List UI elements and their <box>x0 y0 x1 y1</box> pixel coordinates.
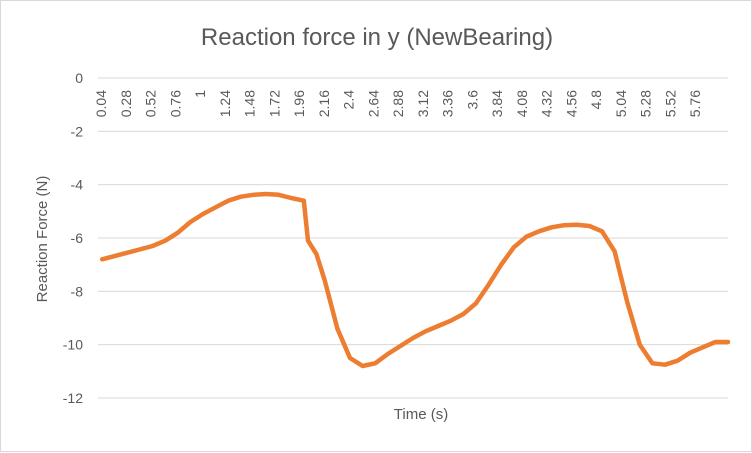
x-tick-label: 5.04 <box>613 90 629 117</box>
y-axis-title: Reaction Force (N) <box>34 176 51 303</box>
y-tick-label: -2 <box>71 123 84 139</box>
gridlines <box>98 77 728 399</box>
x-tick-label: 4.8 <box>588 90 604 110</box>
x-tick-label: 1.72 <box>266 90 282 117</box>
x-tick-label: 1.96 <box>291 90 307 117</box>
x-tick-label: 5.28 <box>638 90 654 117</box>
y-tick-labels: 0 -2 -4 -6 -8 -10 -12 <box>63 70 83 406</box>
x-tick-label: 3.36 <box>440 90 456 117</box>
y-tick-label: -10 <box>63 337 83 353</box>
x-axis-title: Time (s) <box>394 406 448 423</box>
series-group <box>99 191 731 369</box>
x-tick-label: 0.52 <box>143 90 159 117</box>
x-tick-label: 4.32 <box>539 90 555 117</box>
x-tick-label: 4.08 <box>514 90 530 117</box>
y-tick-label: -12 <box>63 390 83 406</box>
x-tick-label: 2.16 <box>316 90 332 117</box>
x-tick-labels: 0.04 0.28 0.52 0.76 1 1.24 1.48 1.72 1.96 2.16 2.4… <box>93 90 703 117</box>
x-tick-label: 1.48 <box>242 90 258 117</box>
chart-title: Reaction force in y (NewBearing) <box>201 24 553 51</box>
x-tick-label: 5.52 <box>662 90 678 117</box>
y-tick-label: 0 <box>75 70 83 86</box>
x-tick-label: 2.64 <box>365 90 381 117</box>
x-tick-label: 3.84 <box>489 90 505 117</box>
y-tick-label: -8 <box>71 283 84 299</box>
x-tick-label: 0.76 <box>167 90 183 117</box>
y-tick-label: -4 <box>71 177 84 193</box>
x-tick-label: 2.88 <box>390 90 406 117</box>
x-tick-label: 1.24 <box>217 90 233 117</box>
x-tick-label: 0.04 <box>93 90 109 117</box>
x-tick-label: 3.6 <box>464 90 480 110</box>
series-line-0 <box>99 191 731 369</box>
y-tick-label: -6 <box>71 230 84 246</box>
x-tick-label: 3.12 <box>415 90 431 117</box>
x-tick-label: 4.56 <box>563 90 579 117</box>
x-tick-label: 2.4 <box>341 90 357 110</box>
x-tick-label: 5.76 <box>687 90 703 117</box>
x-tick-label: 1 <box>192 90 208 98</box>
x-tick-label: 0.28 <box>118 90 134 117</box>
